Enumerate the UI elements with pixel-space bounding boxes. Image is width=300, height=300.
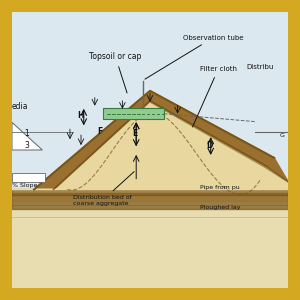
Text: edia: edia: [12, 102, 28, 111]
Text: Pipe from pu: Pipe from pu: [200, 185, 239, 190]
Bar: [12, 173, 45, 182]
Bar: [103, 108, 164, 119]
Polygon shape: [53, 101, 288, 189]
Polygon shape: [12, 91, 288, 189]
Text: Distribu: Distribu: [247, 64, 274, 70]
Text: 3: 3: [24, 141, 29, 150]
Text: Observation tube: Observation tube: [145, 34, 244, 79]
Polygon shape: [12, 194, 288, 209]
Text: G: G: [280, 134, 285, 138]
Text: Ploughed lay: Ploughed lay: [200, 205, 240, 210]
Text: E: E: [132, 129, 137, 138]
Text: H: H: [77, 112, 83, 121]
Polygon shape: [12, 189, 288, 201]
Polygon shape: [34, 91, 288, 189]
Polygon shape: [34, 103, 288, 189]
Text: Distribution bed of
coarse aggregate: Distribution bed of coarse aggregate: [73, 172, 134, 206]
Polygon shape: [12, 189, 288, 195]
Text: Filter cloth: Filter cloth: [193, 66, 237, 127]
Polygon shape: [12, 189, 288, 288]
Bar: [12, 12, 288, 201]
Text: F: F: [98, 127, 103, 136]
Polygon shape: [12, 122, 42, 150]
Text: D: D: [207, 141, 213, 150]
Text: Topsoil or cap: Topsoil or cap: [89, 52, 142, 93]
Text: 1: 1: [24, 129, 29, 138]
Text: % Slope: % Slope: [12, 184, 38, 188]
